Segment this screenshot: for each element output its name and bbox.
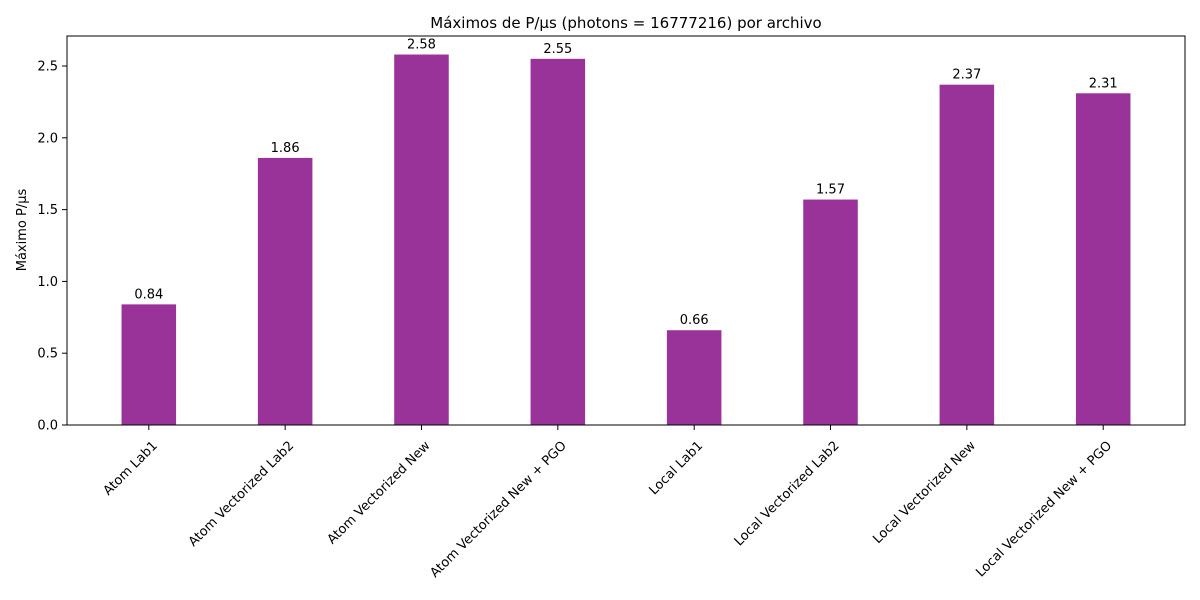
bar [121,304,177,425]
y-tick-label: 0.5 [37,347,58,362]
bar-value-label: 0.84 [134,287,163,302]
x-tick-label: Local Vectorized New + PGO [973,438,1115,580]
y-axis-label: Máximo P/µs [15,189,30,272]
bar-value-label: 1.86 [271,141,300,156]
bar [939,84,995,426]
bar [530,58,586,426]
bar [803,199,858,425]
chart-title: Máximos de P/µs (photons = 16777216) por… [430,14,821,32]
bar [1075,93,1131,426]
y-tick-label: 1.0 [37,275,58,290]
bar-value-label: 2.58 [407,38,436,53]
bars-group [121,54,1131,426]
bar-value-label: 2.37 [952,68,981,83]
x-tick-label: Atom Vectorized New + PGO [427,438,569,580]
bar-value-label: 0.66 [680,313,709,328]
x-tick-label: Atom Lab1 [101,438,161,498]
bar [666,330,722,425]
x-tick-label: Local Lab1 [646,438,706,498]
bar-value-label: 2.55 [543,42,572,57]
x-tick-label: Local Vectorized New [870,438,979,547]
x-tick-label: Local Vectorized Lab2 [732,438,843,549]
data-labels-group: 0.84 1.86 2.58 2.55 0.66 1.57 2.37 2.31 [134,38,1117,329]
y-tick-label: 1.5 [37,203,58,218]
x-tick-label: Atom Vectorized Lab2 [186,438,297,549]
y-tick-label: 2.5 [37,60,58,75]
bar-value-label: 2.31 [1089,76,1118,91]
y-axis-ticks: 0.0 0.5 1.0 1.5 2.0 2.5 [37,60,67,434]
y-tick-label: 2.0 [37,131,58,146]
x-tick-label: Atom Vectorized New [325,438,434,547]
plot-area-frame [66,35,1186,426]
bar [394,54,449,426]
bar-value-label: 1.57 [816,183,845,198]
y-tick-label: 0.0 [37,419,58,434]
x-axis-ticks: Atom Lab1 Atom Vectorized Lab2 Atom Vector… [101,425,1115,581]
bar [257,157,313,425]
